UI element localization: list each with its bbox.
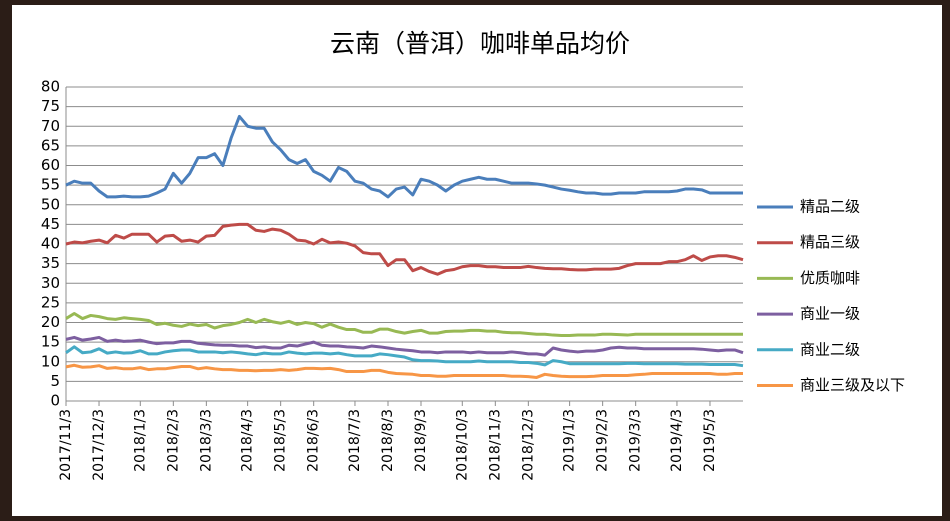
y-tick-label: 70 [41, 117, 60, 135]
y-tick-label: 10 [41, 352, 60, 370]
y-tick-label: 45 [41, 215, 60, 233]
x-tick-label: 2018/7/3 [347, 409, 363, 472]
y-tick-label: 20 [41, 313, 60, 331]
x-tick-label: 2019/1/3 [562, 409, 578, 472]
y-tick-label: 50 [41, 195, 60, 213]
y-tick-label: 60 [41, 156, 60, 174]
y-tick-label: 75 [41, 97, 60, 115]
x-tick-label: 2018/5/3 [273, 409, 289, 472]
x-tick-label: 2019/5/3 [702, 409, 718, 472]
x-tick-label: 2018/11/3 [487, 409, 503, 481]
y-tick-label: 5 [50, 372, 60, 390]
chart-title: 云南（普洱）咖啡单品均价 [330, 29, 630, 58]
legend-label: 精品二级 [800, 198, 860, 216]
x-tick-label: 2019/4/3 [669, 409, 685, 472]
x-tick-label: 2018/1/3 [132, 409, 148, 472]
chart-background [12, 5, 942, 516]
legend-label: 商业一级 [800, 305, 860, 323]
legend-label: 商业二级 [800, 340, 860, 358]
y-tick-label: 55 [41, 176, 60, 194]
y-tick-label: 40 [41, 235, 60, 253]
x-tick-label: 2018/3/3 [198, 409, 214, 472]
y-tick-label: 15 [41, 333, 60, 351]
page: 云南（普洱）咖啡单品均价 051015202530354045505560657… [0, 0, 950, 521]
x-tick-label: 2018/10/3 [454, 409, 470, 481]
y-tick-label: 80 [41, 78, 60, 96]
x-tick-label: 2018/9/3 [413, 409, 429, 472]
y-tick-label: 35 [41, 254, 60, 272]
x-tick-label: 2018/12/3 [520, 409, 536, 481]
x-tick-label: 2018/6/3 [306, 409, 322, 472]
x-tick-label: 2017/12/3 [91, 409, 107, 481]
x-tick-label: 2018/4/3 [240, 409, 256, 472]
x-tick-label: 2019/3/3 [628, 409, 644, 472]
legend-label: 精品三级 [800, 233, 860, 251]
chart: 云南（普洱）咖啡单品均价 051015202530354045505560657… [0, 0, 950, 521]
x-tick-label: 2017/11/3 [58, 409, 74, 481]
y-tick-label: 0 [50, 392, 60, 410]
y-tick-label: 25 [41, 293, 60, 311]
x-tick-label: 2019/2/3 [595, 409, 611, 472]
legend-label: 优质咖啡 [800, 269, 860, 287]
x-tick-label: 2018/8/3 [380, 409, 396, 472]
x-tick-label: 2018/2/3 [165, 409, 181, 472]
legend-label: 商业三级及以下 [800, 376, 905, 394]
y-tick-label: 30 [41, 274, 60, 292]
y-tick-label: 65 [41, 136, 60, 154]
